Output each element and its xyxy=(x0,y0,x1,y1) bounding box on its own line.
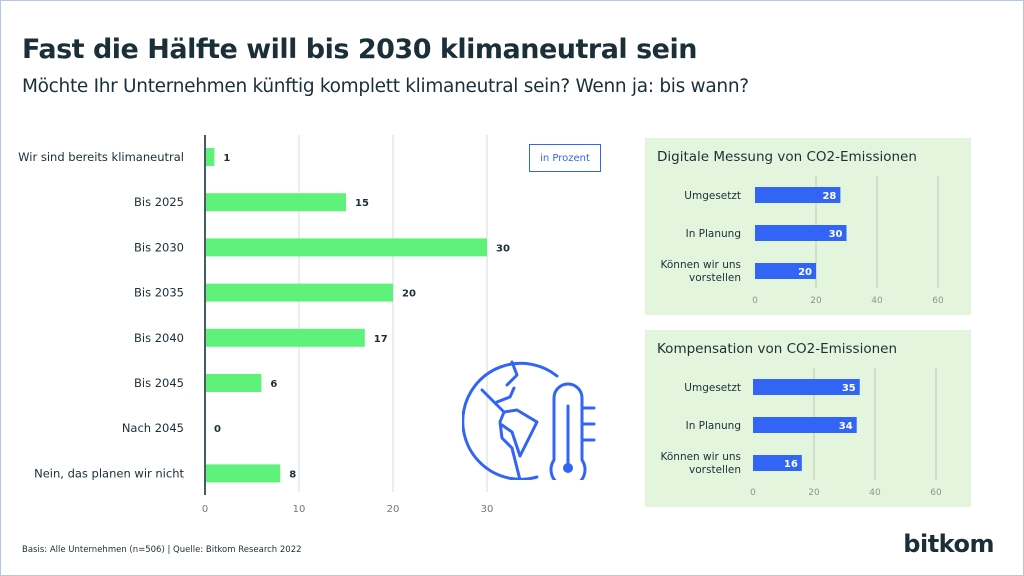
data-label: 1 xyxy=(223,153,230,164)
source-footer: Basis: Alle Unternehmen (n=506) | Quelle… xyxy=(22,545,302,555)
category-label: Bis 2040 xyxy=(134,331,184,345)
bar xyxy=(205,328,365,347)
data-label: 15 xyxy=(355,198,369,209)
category-label: In Planung xyxy=(686,228,741,240)
panel-kompensation: Kompensation von CO2-Emissionen 0 20 40 60 U… xyxy=(645,330,971,507)
category-label: Können wir uns vorstellen xyxy=(661,259,742,284)
data-label: 20 xyxy=(798,267,812,278)
x-tick-label: 0 xyxy=(750,488,756,498)
globe-thermometer-icon xyxy=(462,360,596,480)
bar xyxy=(753,417,857,433)
category-label: Nein, das planen wir nicht xyxy=(34,466,184,480)
bar xyxy=(205,193,346,212)
panel-title: Kompensation von CO2-Emissionen xyxy=(657,341,898,357)
x-tick-label: 40 xyxy=(869,488,881,498)
x-tick-label: 40 xyxy=(871,296,883,306)
data-label: 30 xyxy=(829,229,843,240)
category-label: Nach 2045 xyxy=(122,421,184,435)
chart-digitale-messung: 0 20 40 60 Umgesetzt 28 In Planung 30 Können wir… xyxy=(661,176,944,306)
x-tick-label: 20 xyxy=(808,488,820,498)
x-tick-label: 60 xyxy=(932,296,944,306)
data-label: 20 xyxy=(402,289,416,300)
bitkom-logo: bitkom xyxy=(903,530,994,558)
category-label: Umgesetzt xyxy=(684,190,741,202)
bar xyxy=(753,379,860,395)
category-label: Bis 2030 xyxy=(134,240,184,254)
category-label: Bis 2035 xyxy=(134,286,184,300)
panel-digitale-messung: Digitale Messung von CO2-Emissionen 0 20 4… xyxy=(645,138,971,315)
category-label: Umgesetzt xyxy=(684,382,741,394)
category-label: Bis 2025 xyxy=(134,195,184,209)
data-label: 8 xyxy=(289,469,296,480)
data-label: 28 xyxy=(822,191,836,202)
bar xyxy=(205,238,487,257)
bar xyxy=(205,283,393,302)
page-title: Fast die Hälfte will bis 2030 klimaneutr… xyxy=(22,34,697,65)
data-label: 35 xyxy=(842,383,856,394)
bar xyxy=(755,263,816,279)
data-label: 0 xyxy=(214,424,221,435)
data-label: 34 xyxy=(839,421,853,432)
category-label: Bis 2045 xyxy=(134,376,184,390)
x-tick-label: 30 xyxy=(481,504,494,515)
panel-title: Digitale Messung von CO2-Emissionen xyxy=(657,149,917,165)
bar xyxy=(753,455,802,471)
bar xyxy=(755,187,841,203)
category-label: In Planung xyxy=(686,420,741,432)
x-tick-label: 0 xyxy=(202,504,208,515)
bar xyxy=(205,464,281,483)
main-bar-chart: 0 10 20 30 Wir sind bereits klimaneutral 1 Bis… xyxy=(18,135,510,515)
category-label: Wir sind bereits klimaneutral xyxy=(18,150,184,164)
bar xyxy=(755,225,847,241)
category-label: Können wir uns vorstellen xyxy=(661,451,742,476)
data-label: 30 xyxy=(496,243,510,254)
x-tick-label: 60 xyxy=(930,488,942,498)
x-tick-label: 10 xyxy=(293,504,306,515)
unit-label: in Prozent xyxy=(529,144,601,172)
chart-kompensation: 0 20 40 60 Umgesetzt 35 In Planung 34 Können wir… xyxy=(661,368,942,498)
data-label: 16 xyxy=(784,459,798,470)
x-tick-label: 20 xyxy=(387,504,400,515)
x-tick-label: 0 xyxy=(752,296,758,306)
bar xyxy=(205,148,215,166)
bar xyxy=(205,374,262,392)
x-tick-label: 20 xyxy=(810,296,822,306)
data-label: 6 xyxy=(270,379,277,390)
data-label: 17 xyxy=(374,334,388,345)
page-subtitle: Möchte Ihr Unternehmen künftig komplett … xyxy=(22,76,749,97)
